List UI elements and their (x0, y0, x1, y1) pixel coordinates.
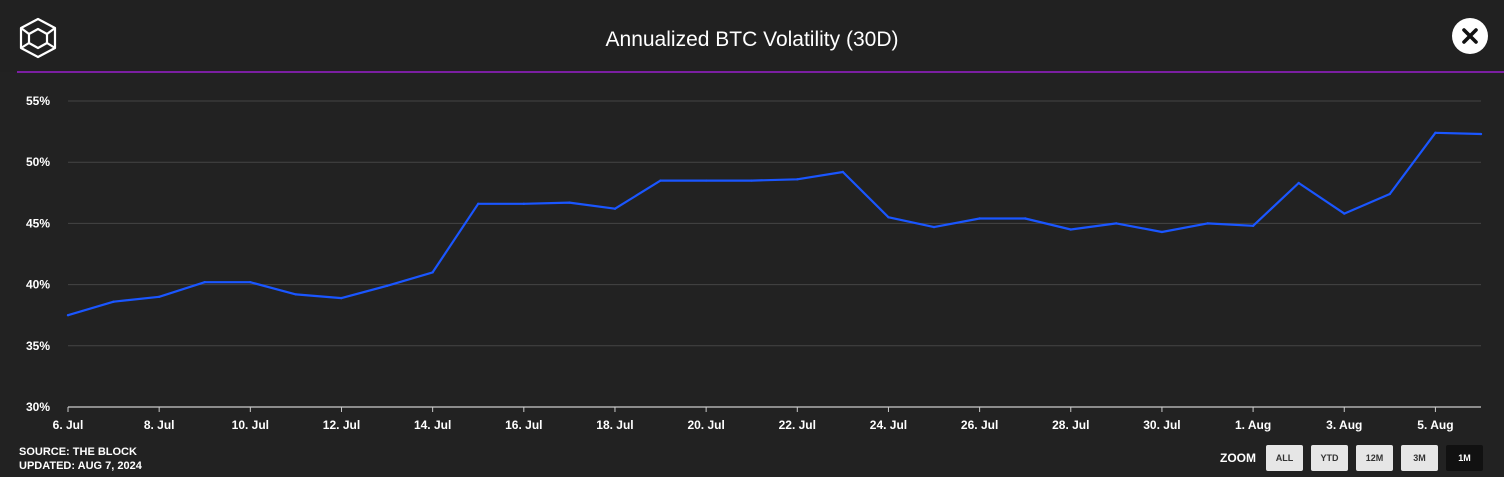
data-point (203, 280, 206, 284)
data-point (340, 296, 343, 300)
data-point (613, 207, 617, 210)
data-point (477, 202, 480, 206)
x-tick-label: 1. Aug (1235, 418, 1271, 432)
data-point (887, 216, 890, 219)
x-tick-label: 18. Jul (596, 418, 633, 432)
x-tick-label: 12. Jul (323, 418, 360, 432)
the-block-logo-icon (19, 17, 57, 59)
x-tick-label: 16. Jul (505, 418, 542, 432)
close-icon (1462, 28, 1478, 44)
x-axis-labels: 6. Jul 8. Jul 10. Jul 12. Jul 14. Jul 16. Jul… (53, 407, 1454, 432)
zoom-1m-button[interactable]: 1M (1446, 445, 1483, 471)
source-note: SOURCE: THE BLOCK UPDATED: AUG 7, 2024 (19, 445, 142, 473)
x-tick-label: 8. Jul (144, 418, 175, 432)
grid-lines (68, 100, 1481, 408)
x-tick-label: 20. Jul (687, 418, 724, 432)
x-tick-label: 28. Jul (1052, 418, 1089, 432)
source-text: SOURCE: THE BLOCK (19, 446, 137, 458)
data-point (1343, 212, 1346, 215)
data-point (1023, 217, 1027, 220)
y-tick-label: 30% (26, 400, 50, 414)
chart-title: Annualized BTC Volatility (30D) (605, 28, 899, 51)
updated-text: UPDATED: AUG 7, 2024 (19, 460, 142, 472)
close-button[interactable] (1452, 18, 1488, 54)
data-point (659, 179, 662, 182)
data-point (1206, 222, 1209, 225)
x-tick-label: 3. Aug (1326, 418, 1362, 432)
y-tick-label: 55% (26, 94, 50, 108)
zoom-controls: ZOOM ALL YTD 12M 3M 1M (1220, 445, 1483, 471)
data-point (750, 179, 753, 182)
x-tick-label: 14. Jul (414, 418, 451, 432)
data-point (1479, 132, 1483, 136)
header-bar: Annualized BTC Volatility (30D) (0, 0, 1504, 72)
x-tick-label: 10. Jul (232, 418, 269, 432)
header-accent-line (17, 71, 1504, 73)
y-tick-label: 40% (26, 278, 50, 292)
volatility-series-line (67, 131, 1482, 317)
data-point (978, 217, 981, 220)
data-point (704, 179, 708, 182)
data-point (294, 293, 298, 296)
y-tick-label: 35% (26, 339, 50, 353)
y-tick-label: 50% (26, 155, 50, 169)
x-tick-label: 6. Jul (53, 418, 84, 432)
data-point (841, 170, 845, 174)
y-tick-label: 45% (26, 216, 50, 230)
x-tick-label: 26. Jul (961, 418, 998, 432)
data-point (1251, 224, 1255, 228)
y-axis-labels: 30% 35% 40% 45% 50% 55% (26, 94, 50, 414)
zoom-label: ZOOM (1220, 451, 1256, 465)
data-point (1115, 222, 1118, 225)
series-layer (66, 131, 1483, 317)
x-tick-label: 30. Jul (1143, 418, 1180, 432)
data-point (1160, 230, 1164, 234)
data-point (249, 280, 252, 284)
data-point (522, 202, 526, 206)
data-point (385, 284, 389, 288)
data-point (568, 201, 571, 204)
x-tick-label: 24. Jul (870, 418, 907, 432)
x-tick-label: 5. Aug (1417, 418, 1453, 432)
data-point (66, 314, 70, 317)
zoom-all-button[interactable]: ALL (1266, 445, 1303, 471)
data-point (112, 300, 115, 303)
zoom-12m-button[interactable]: 12M (1356, 445, 1393, 471)
zoom-ytd-button[interactable]: YTD (1311, 445, 1348, 471)
x-tick-label: 22. Jul (779, 418, 816, 432)
data-point (796, 178, 799, 181)
data-point (932, 225, 936, 229)
data-point (431, 271, 434, 274)
data-point (157, 295, 161, 299)
zoom-3m-button[interactable]: 3M (1401, 445, 1438, 471)
volatility-line-chart: 30% 35% 40% 45% 50% 55% 6. Jul 8. Jul 10. Jul 12… (26, 94, 1483, 432)
data-point (1069, 228, 1072, 231)
data-point (1434, 131, 1437, 135)
data-point (1388, 192, 1392, 196)
data-point (1297, 181, 1300, 185)
